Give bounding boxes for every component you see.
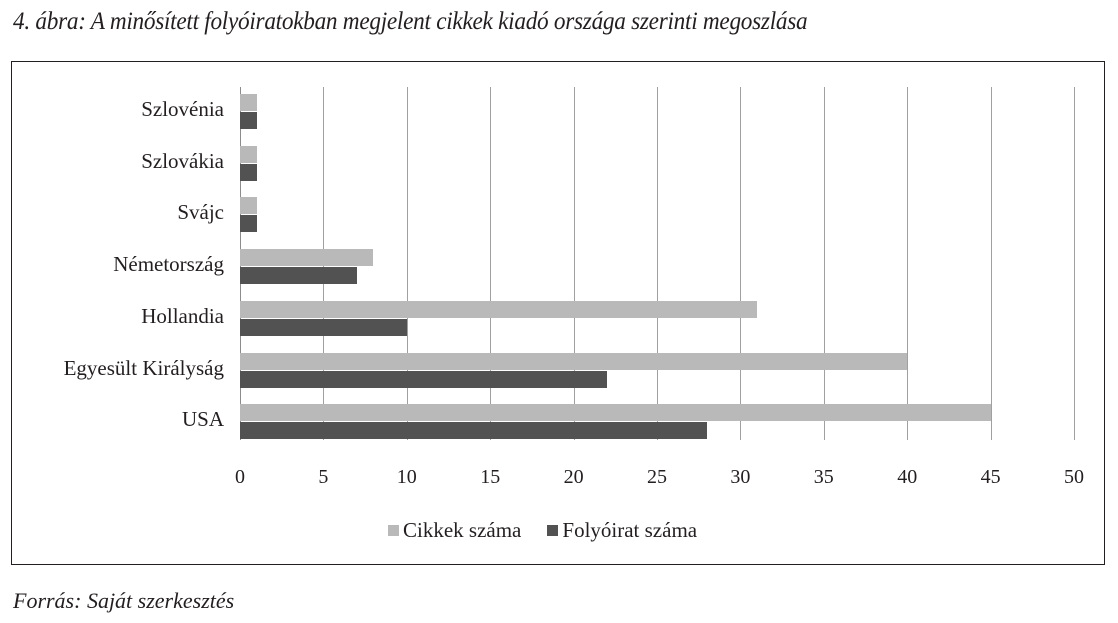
x-tick-label: 5 [318, 466, 329, 488]
gridline [1074, 87, 1075, 440]
legend-label-cikkek: Cikkek száma [403, 518, 522, 542]
category-label: Szlovákia [141, 148, 224, 173]
gridline [657, 87, 658, 440]
bar-folyoirat-0 [240, 112, 257, 129]
x-tick-label: 15 [480, 466, 501, 488]
category-label: Egyesült Királyság [63, 355, 224, 380]
bar-cikkek-5 [240, 352, 907, 370]
legend-label-folyoirat: Folyóirat száma [562, 518, 698, 542]
legend-swatch-cikkek [388, 525, 399, 536]
gridline [740, 87, 741, 440]
x-tick-label: 50 [1064, 466, 1084, 488]
gridline [574, 87, 575, 440]
x-tick-label: 10 [396, 466, 417, 488]
gridline [490, 87, 491, 440]
chart-frame [11, 61, 1105, 565]
legend-item-cikkek: Cikkek száma [388, 518, 521, 543]
bar-folyoirat-2 [240, 215, 257, 233]
bar-folyoirat-5 [240, 370, 607, 388]
bar-cikkek-3 [240, 249, 373, 267]
bar-folyoirat-3 [240, 267, 357, 285]
category-label: Svájc [177, 200, 224, 225]
category-label: Németország [113, 252, 224, 277]
gridline [824, 87, 825, 440]
bar-cikkek-2 [240, 197, 257, 215]
source-note: Forrás: Saját szerkesztés [13, 588, 235, 613]
legend-item-folyoirat: Folyóirat száma [547, 518, 697, 543]
bar-folyoirat-6 [240, 422, 707, 440]
gridline [991, 87, 992, 440]
legend: Cikkek száma Folyóirat száma [388, 518, 723, 543]
category-label: Szlovénia [141, 97, 224, 121]
bar-cikkek-1 [240, 145, 257, 163]
bar-cikkek-0 [240, 94, 257, 111]
legend-swatch-folyoirat [547, 525, 559, 536]
category-label: Hollandia [141, 303, 224, 328]
x-tick-label: 30 [730, 466, 751, 488]
category-label: USA [181, 407, 224, 432]
x-tick-label: 20 [563, 466, 584, 488]
x-tick-label: 0 [235, 466, 245, 488]
figure-title: 4. ábra: A minősített folyóiratokban meg… [13, 8, 808, 35]
x-tick-label: 25 [647, 466, 667, 488]
bar-folyoirat-4 [240, 318, 407, 336]
x-tick-label: 40 [897, 466, 918, 488]
bar-cikkek-4 [240, 300, 757, 318]
gridline [407, 87, 408, 440]
bar-folyoirat-1 [240, 163, 257, 181]
x-tick-label: 45 [980, 466, 1001, 488]
bar-cikkek-6 [240, 404, 991, 422]
x-tick-label: 35 [813, 466, 834, 488]
gridline [907, 87, 908, 440]
plot-area [240, 87, 1075, 440]
